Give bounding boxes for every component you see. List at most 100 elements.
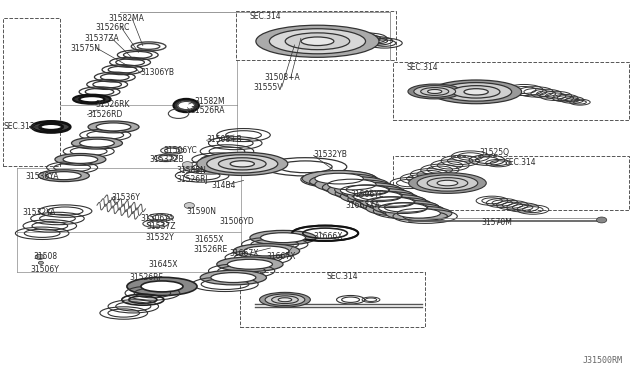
Text: 31582MA: 31582MA (108, 13, 144, 22)
Ellipse shape (348, 188, 413, 203)
Ellipse shape (302, 170, 376, 187)
Ellipse shape (428, 90, 442, 93)
Ellipse shape (385, 203, 428, 212)
Ellipse shape (173, 99, 199, 112)
Text: SEC.314: SEC.314 (406, 63, 438, 72)
Text: 31526RA: 31526RA (191, 106, 225, 115)
Ellipse shape (260, 233, 305, 243)
Ellipse shape (315, 173, 364, 184)
Text: 31667X: 31667X (230, 249, 259, 258)
Ellipse shape (47, 171, 81, 180)
Ellipse shape (379, 203, 427, 214)
Ellipse shape (256, 25, 379, 57)
Ellipse shape (397, 209, 440, 218)
Ellipse shape (200, 270, 266, 285)
Ellipse shape (244, 246, 289, 256)
Text: 31570M: 31570M (481, 218, 512, 227)
Ellipse shape (234, 244, 300, 258)
Ellipse shape (265, 294, 305, 305)
Ellipse shape (72, 137, 122, 149)
Text: SEC.314: SEC.314 (505, 157, 536, 167)
Ellipse shape (178, 102, 195, 110)
Text: SEC.314: SEC.314 (250, 12, 282, 21)
Text: 31537Z: 31537Z (147, 222, 176, 231)
Ellipse shape (278, 298, 292, 302)
Text: 31645X: 31645X (148, 260, 177, 269)
Ellipse shape (271, 296, 298, 304)
Ellipse shape (431, 80, 522, 104)
Ellipse shape (340, 185, 389, 196)
Ellipse shape (55, 154, 106, 165)
Text: SEC.314: SEC.314 (326, 272, 358, 281)
Text: 31525Q: 31525Q (479, 148, 509, 157)
Circle shape (182, 161, 193, 167)
Text: 31555V: 31555V (253, 83, 284, 92)
Text: 31506YC: 31506YC (164, 146, 198, 155)
Text: 31526RD: 31526RD (88, 109, 123, 119)
Ellipse shape (301, 37, 334, 45)
Ellipse shape (420, 87, 449, 95)
Circle shape (596, 217, 607, 223)
Ellipse shape (217, 257, 283, 272)
Text: 31585N: 31585N (176, 166, 206, 174)
Text: 31537ZA: 31537ZA (84, 34, 119, 43)
Ellipse shape (328, 179, 376, 190)
Text: 314B4: 314B4 (212, 181, 236, 190)
Text: 31667XA: 31667XA (346, 201, 380, 210)
Ellipse shape (440, 83, 511, 101)
Ellipse shape (141, 281, 183, 292)
Ellipse shape (366, 197, 414, 208)
Text: 31506Y: 31506Y (31, 264, 60, 273)
Ellipse shape (360, 194, 426, 209)
Ellipse shape (260, 292, 310, 307)
Ellipse shape (230, 161, 254, 167)
Ellipse shape (32, 121, 70, 132)
Ellipse shape (437, 180, 458, 186)
Ellipse shape (386, 206, 452, 221)
Text: 31526RC: 31526RC (96, 23, 130, 32)
Ellipse shape (408, 173, 486, 193)
Ellipse shape (207, 155, 278, 173)
Ellipse shape (366, 200, 440, 216)
Text: 31655X: 31655X (195, 235, 224, 244)
Text: J31500RM: J31500RM (582, 356, 623, 365)
Ellipse shape (372, 197, 415, 206)
Ellipse shape (40, 124, 63, 130)
Ellipse shape (73, 94, 111, 104)
Ellipse shape (127, 277, 197, 296)
Ellipse shape (335, 182, 401, 197)
Text: 31506YD: 31506YD (220, 217, 254, 225)
Text: 31590N: 31590N (186, 207, 216, 217)
Text: 31536YA: 31536YA (26, 172, 59, 181)
Ellipse shape (269, 29, 365, 54)
Ellipse shape (452, 86, 500, 98)
Text: 31526RK: 31526RK (96, 100, 130, 109)
Text: 31575N: 31575N (70, 44, 100, 53)
Ellipse shape (353, 191, 401, 202)
Text: 31532Y: 31532Y (145, 233, 174, 242)
Text: 31506YE: 31506YE (350, 190, 383, 199)
Text: 31506YA: 31506YA (140, 214, 174, 222)
Ellipse shape (88, 121, 139, 133)
Text: 31667X: 31667X (266, 252, 296, 262)
Text: 31306YB: 31306YB (140, 68, 174, 77)
Ellipse shape (340, 188, 414, 205)
Ellipse shape (464, 89, 488, 95)
Text: 31582M: 31582M (195, 97, 225, 106)
Ellipse shape (218, 158, 266, 170)
Text: 31532YB: 31532YB (314, 150, 348, 159)
Ellipse shape (346, 185, 390, 195)
Text: SEC.313: SEC.313 (4, 122, 36, 131)
Ellipse shape (373, 200, 439, 215)
Ellipse shape (38, 170, 90, 182)
Text: 31526RE: 31526RE (193, 245, 227, 254)
Circle shape (184, 203, 195, 209)
Ellipse shape (315, 176, 389, 193)
Ellipse shape (211, 273, 256, 282)
Ellipse shape (96, 123, 131, 131)
Circle shape (35, 254, 44, 260)
Ellipse shape (427, 177, 468, 189)
Text: 31526RF: 31526RF (129, 273, 163, 282)
Ellipse shape (328, 182, 401, 199)
Ellipse shape (196, 152, 288, 176)
